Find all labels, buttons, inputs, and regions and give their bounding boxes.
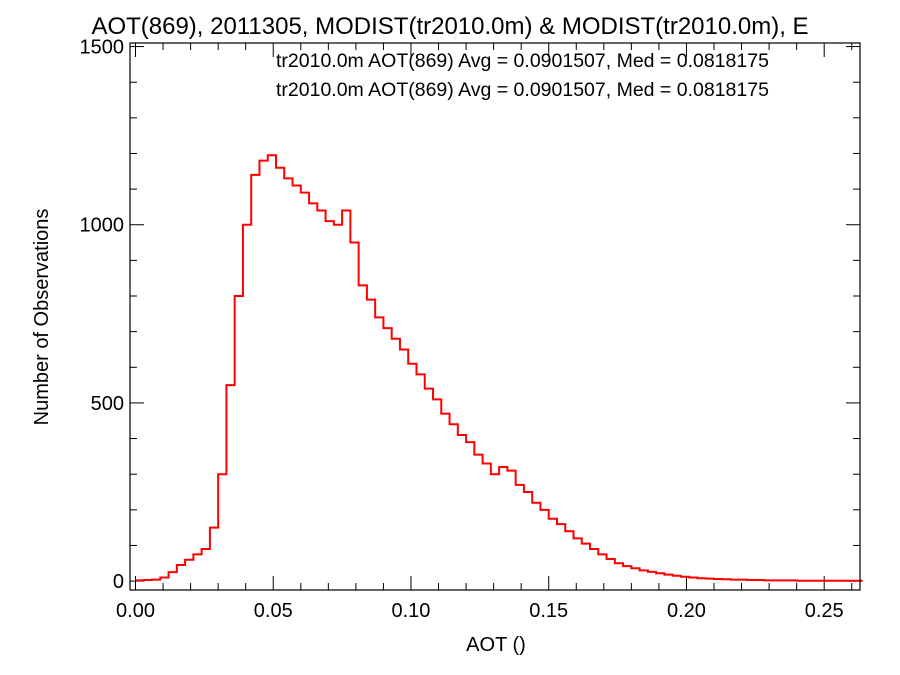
x-tick-label: 0.15 (529, 600, 568, 622)
x-tick-label: 0.00 (116, 600, 155, 622)
plot-frame (129, 42, 861, 591)
x-axis-label: AOT () (466, 634, 526, 656)
legend-entry-black: tr2010.0m AOT(869) Avg = 0.0901507, Med … (276, 50, 769, 72)
y-tick-label: 0 (113, 571, 124, 593)
legend-entry-red: tr2010.0m AOT(869) Avg = 0.0901507, Med … (276, 79, 769, 101)
x-tick-label: 0.20 (667, 600, 706, 622)
histogram-step-line (135, 154, 863, 582)
axis-ticks (130, 43, 860, 590)
chart-title: AOT(869), 2011305, MODIST(tr2010.0m) & M… (91, 13, 808, 40)
x-tick-label: 0.25 (805, 600, 844, 622)
x-tick-label: 0.05 (254, 600, 293, 622)
axis-tick-labels: 0.00 0.05 0.10 0.15 0.20 0.25 0 500 1000 1500 (80, 37, 844, 622)
x-tick-label: 0.10 (392, 600, 431, 622)
y-tick-label: 1000 (80, 215, 125, 237)
y-tick-label: 500 (91, 393, 124, 415)
y-tick-label: 1500 (80, 37, 125, 59)
y-axis-label: Number of Observations (31, 209, 53, 426)
